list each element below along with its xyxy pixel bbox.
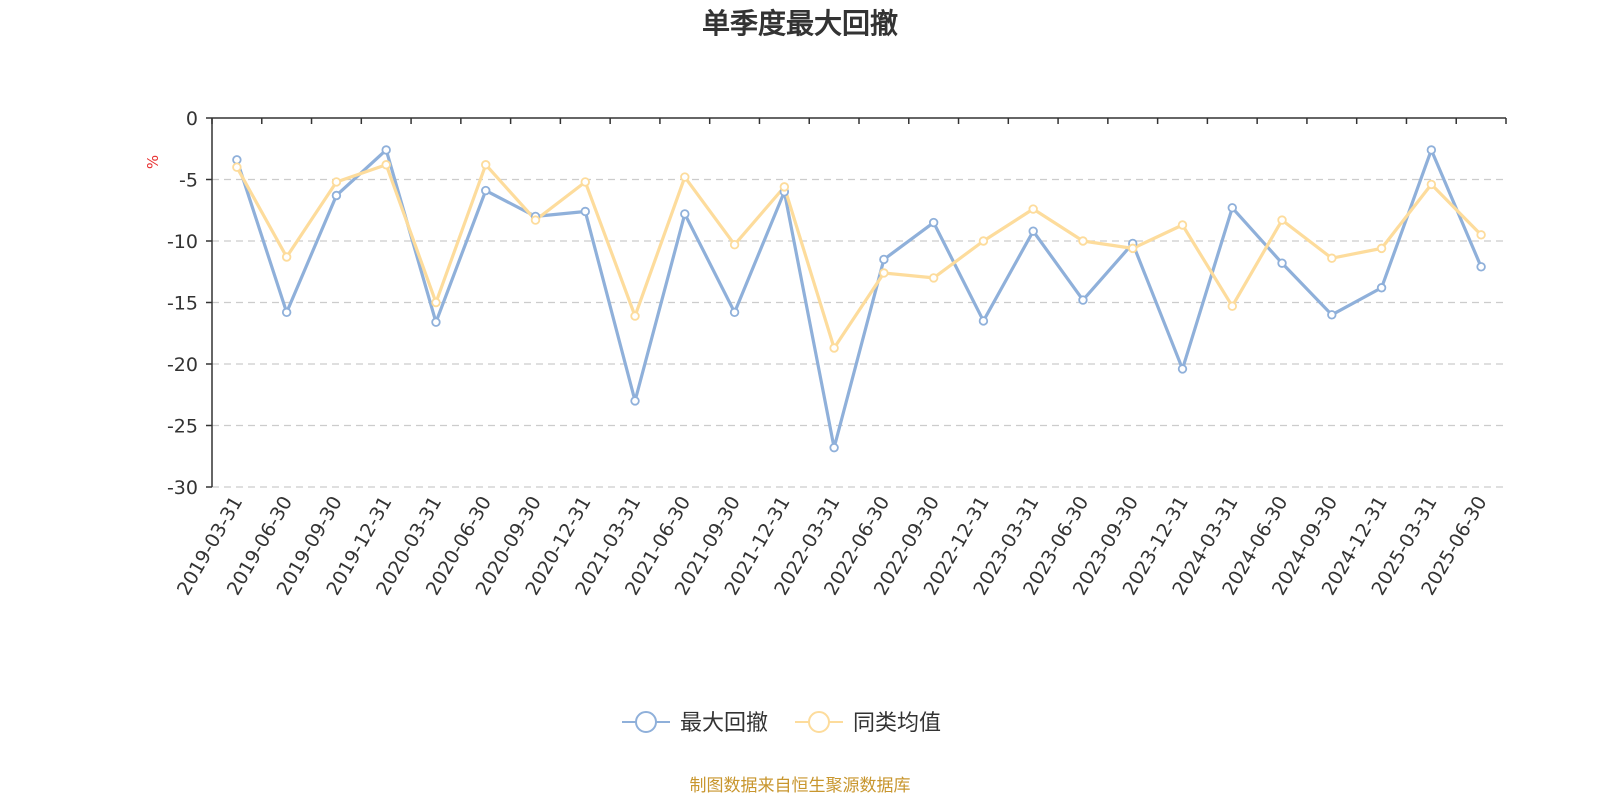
data-point[interactable] [431, 297, 441, 308]
data-point[interactable] [879, 254, 889, 265]
data-point[interactable] [1376, 243, 1387, 254]
data-point[interactable] [580, 177, 590, 187]
data-point[interactable] [481, 185, 491, 196]
data-point[interactable] [928, 273, 939, 283]
data-point[interactable] [1327, 310, 1337, 320]
data-point[interactable] [1327, 253, 1337, 263]
legend-label: 最大回撤 [680, 711, 768, 736]
series-line-1 [235, 163, 1483, 350]
data-point[interactable] [580, 206, 590, 217]
grid-layer [212, 178, 1506, 488]
y-tick-label: -20 [167, 354, 198, 376]
series-layer [232, 145, 1486, 453]
legend-circle-icon [808, 711, 830, 733]
data-point[interactable] [381, 160, 391, 170]
data-point[interactable] [729, 239, 740, 250]
data-point[interactable] [1277, 258, 1287, 268]
data-point[interactable] [1376, 283, 1387, 293]
data-point[interactable] [530, 215, 541, 225]
data-point[interactable] [1078, 236, 1088, 246]
source-note: 制图数据来自恒生聚源数据库 [690, 776, 911, 796]
y-tick-label: -30 [167, 477, 198, 499]
data-point[interactable] [281, 307, 292, 318]
data-point[interactable] [779, 182, 790, 192]
y-axis-unit-label: % [144, 155, 162, 169]
data-point[interactable] [978, 316, 989, 326]
data-point[interactable] [1227, 301, 1237, 311]
series-line-0 [235, 148, 1483, 450]
data-point[interactable] [481, 160, 491, 170]
data-point[interactable] [829, 343, 839, 353]
y-tick-label: 0 [186, 108, 198, 130]
legend-item-1[interactable]: 同类均值 [795, 711, 941, 736]
data-point[interactable] [1277, 215, 1287, 225]
legend-circle-icon [635, 711, 657, 733]
data-point[interactable] [928, 217, 939, 228]
y-tick-label: -5 [179, 170, 198, 192]
data-point[interactable] [331, 177, 342, 187]
y-tick-label: -25 [167, 416, 198, 438]
data-point[interactable] [1476, 262, 1486, 272]
legend-item-0[interactable]: 最大回撤 [622, 711, 768, 736]
chart-title: 单季度最大回撤 [702, 7, 898, 40]
data-point[interactable] [1177, 364, 1188, 374]
y-tick-label: -15 [167, 293, 198, 315]
legend-label: 同类均值 [853, 711, 941, 736]
data-point[interactable] [381, 145, 391, 155]
data-point[interactable] [680, 209, 690, 219]
data-point[interactable] [232, 155, 242, 165]
data-point[interactable] [1128, 243, 1138, 254]
data-point[interactable] [1426, 145, 1437, 155]
data-point[interactable] [1028, 226, 1038, 236]
data-point[interactable] [630, 311, 640, 321]
data-point[interactable] [1476, 230, 1486, 240]
axis-layer: 0-5-10-15-20-25-302019-03-312019-06-3020… [167, 108, 1507, 599]
data-point[interactable] [978, 236, 989, 246]
data-point[interactable] [1177, 220, 1188, 230]
y-tick-label: -10 [167, 231, 198, 253]
data-point[interactable] [680, 172, 690, 182]
data-point[interactable] [1426, 179, 1437, 190]
data-point[interactable] [879, 268, 889, 278]
data-point[interactable] [431, 317, 441, 327]
data-point[interactable] [1078, 295, 1088, 305]
data-point[interactable] [1028, 204, 1038, 214]
data-point[interactable] [232, 162, 242, 172]
data-point[interactable] [829, 442, 839, 453]
data-point[interactable] [281, 252, 292, 262]
data-point[interactable] [630, 396, 640, 406]
data-point[interactable] [729, 307, 740, 318]
legend[interactable]: 最大回撤 同类均值 [622, 711, 941, 736]
data-point[interactable] [1227, 203, 1237, 213]
data-point[interactable] [331, 190, 342, 201]
